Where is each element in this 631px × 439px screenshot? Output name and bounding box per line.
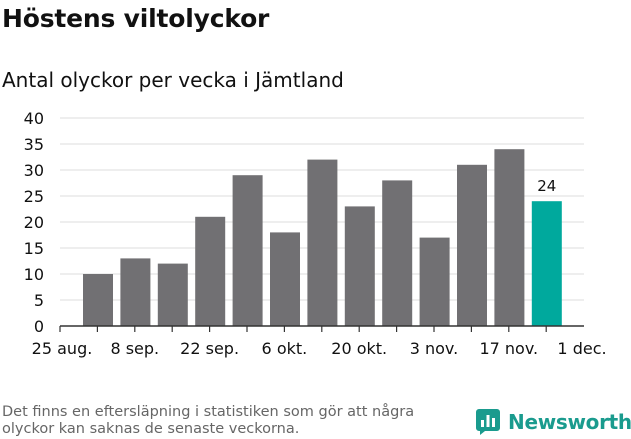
bar bbox=[419, 237, 450, 326]
bar bbox=[232, 175, 263, 326]
y-tick-label: 25 bbox=[24, 187, 44, 206]
x-tick-label: 25 aug. bbox=[32, 339, 93, 358]
bar bbox=[457, 164, 487, 326]
y-tick-label: 0 bbox=[34, 317, 44, 336]
footnote: Det finns en eftersläpning i statistiken… bbox=[2, 404, 415, 437]
y-tick-label: 15 bbox=[24, 239, 44, 258]
bar bbox=[83, 274, 113, 326]
chart-subtitle: Antal olyckor per vecka i Jämtland bbox=[2, 68, 344, 92]
bar bbox=[195, 216, 226, 326]
bar bbox=[270, 232, 300, 326]
chart-title: Höstens viltolyckor bbox=[2, 4, 270, 33]
x-tick-label: 6 okt. bbox=[262, 339, 308, 358]
bar bbox=[382, 180, 413, 326]
bar bbox=[344, 206, 375, 326]
bar-chart: 0 5 10 15 20 25 30 35 40 24 25 aug. 8 sep. 22 sep.… bbox=[24, 109, 607, 358]
y-tick-label: 30 bbox=[24, 161, 44, 180]
bar bbox=[307, 159, 338, 326]
y-tick-label: 20 bbox=[24, 213, 44, 232]
y-tick-label: 5 bbox=[34, 291, 44, 310]
x-tick-label: 8 sep. bbox=[110, 339, 159, 358]
y-tick-label: 35 bbox=[24, 135, 44, 154]
bar-highlight bbox=[531, 201, 562, 326]
x-tick-label: 3 nov. bbox=[410, 339, 459, 358]
y-axis-labels: 0 5 10 15 20 25 30 35 40 bbox=[24, 109, 44, 336]
bar bbox=[157, 263, 188, 326]
bar-chart-bubble-icon bbox=[476, 409, 500, 435]
x-tick-label: 22 sep. bbox=[180, 339, 239, 358]
bar bbox=[494, 149, 525, 326]
brand-name: Newsworthy bbox=[508, 410, 631, 434]
bar bbox=[120, 258, 151, 326]
x-tick-label: 20 okt. bbox=[331, 339, 387, 358]
brand-logo: Newsworthy bbox=[476, 408, 631, 436]
y-tick-label: 10 bbox=[24, 265, 44, 284]
x-axis: 25 aug. 8 sep. 22 sep. 6 okt. 20 okt. 3 nov. 1… bbox=[32, 325, 607, 358]
data-label: 24 bbox=[537, 177, 556, 195]
x-tick-label: 17 nov. bbox=[479, 339, 538, 358]
bars bbox=[83, 149, 562, 326]
data-labels: 24 bbox=[537, 177, 556, 195]
y-tick-label: 40 bbox=[24, 109, 44, 128]
x-tick-label: 1 dec. bbox=[557, 339, 606, 358]
